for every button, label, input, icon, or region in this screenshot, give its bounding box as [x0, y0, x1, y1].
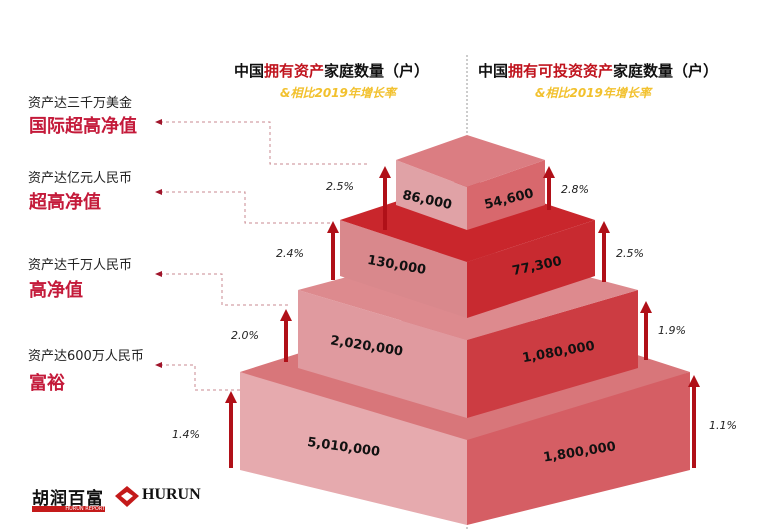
tier-name: 超高净值 — [29, 192, 101, 213]
hurun-logo-icon — [115, 486, 139, 507]
growth-pct: 2.5% — [326, 180, 354, 193]
hurun-logo-en: HURUN — [142, 486, 201, 503]
arrow-up-icon — [688, 375, 700, 387]
left-title: 中国拥有资产家庭数量（户） — [234, 62, 430, 80]
arrow-up-icon — [640, 301, 652, 313]
tier-desc: 资产达600万人民币 — [28, 349, 144, 364]
arrow-up-icon — [379, 166, 391, 178]
base-left-face — [240, 372, 467, 525]
leader-line-tier1 — [160, 121, 370, 165]
arrow-up-icon — [225, 391, 237, 403]
arrow-head-tier1 — [155, 119, 162, 125]
tier-desc: 资产达亿元人民币 — [28, 171, 133, 186]
growth-pct: 1.1% — [709, 419, 737, 432]
top-top-face — [396, 135, 545, 187]
arrow-up-icon — [598, 221, 610, 233]
growth-pct: 2.8% — [561, 183, 589, 196]
growth-pct: 1.4% — [172, 428, 200, 441]
l3-right-face — [467, 290, 638, 418]
base-right-face — [467, 372, 690, 525]
arrow-up-icon — [327, 221, 339, 233]
leader-line-tier3 — [160, 273, 290, 306]
tier-name: 国际超高净值 — [29, 116, 137, 137]
top-left-face — [396, 160, 467, 230]
leader-line-tier2 — [160, 191, 330, 224]
growth-pct: 2.0% — [231, 329, 259, 342]
arrow-head-tier4 — [155, 362, 162, 368]
arrow-head-tier2 — [155, 189, 162, 195]
arrow-head-tier3 — [155, 271, 162, 277]
l2-left-face — [340, 220, 467, 318]
leader-line-tier4 — [160, 364, 240, 391]
tier-name: 富裕 — [29, 373, 65, 394]
growth-pct: 2.4% — [276, 247, 304, 260]
left-subtitle: &相比2019年增长率 — [280, 86, 396, 100]
l2-right-face — [467, 220, 595, 318]
l3-left-face — [298, 290, 467, 418]
right-title: 中国拥有可投资资产家庭数量（户） — [478, 62, 719, 80]
tier-desc: 资产达三千万美金 — [28, 96, 133, 111]
tier-desc: 资产达千万人民币 — [28, 258, 133, 273]
growth-pct: 2.5% — [616, 247, 644, 260]
hurun-logo-cn: 胡润百富 — [32, 489, 104, 509]
right-subtitle: &相比2019年增长率 — [535, 86, 651, 100]
hurun-logo-cn-sub: HURUN REPORT — [32, 506, 105, 512]
growth-pct: 1.9% — [658, 324, 686, 337]
arrow-up-icon — [280, 309, 292, 321]
arrow-up-icon — [543, 166, 555, 178]
tier-name: 高净值 — [29, 280, 83, 301]
top-right-face — [467, 160, 545, 230]
